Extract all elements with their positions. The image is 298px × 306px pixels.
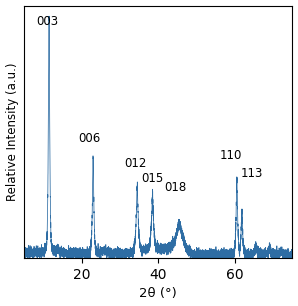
Text: 012: 012 [124,157,146,170]
X-axis label: 2θ (°): 2θ (°) [139,287,177,300]
Text: 113: 113 [241,167,263,180]
Text: 018: 018 [164,181,187,194]
Text: 110: 110 [220,149,242,162]
Text: 006: 006 [78,132,100,145]
Y-axis label: Relative Intensity (a.u.): Relative Intensity (a.u.) [6,63,18,201]
Text: 015: 015 [142,172,164,185]
Text: 003: 003 [36,15,58,28]
